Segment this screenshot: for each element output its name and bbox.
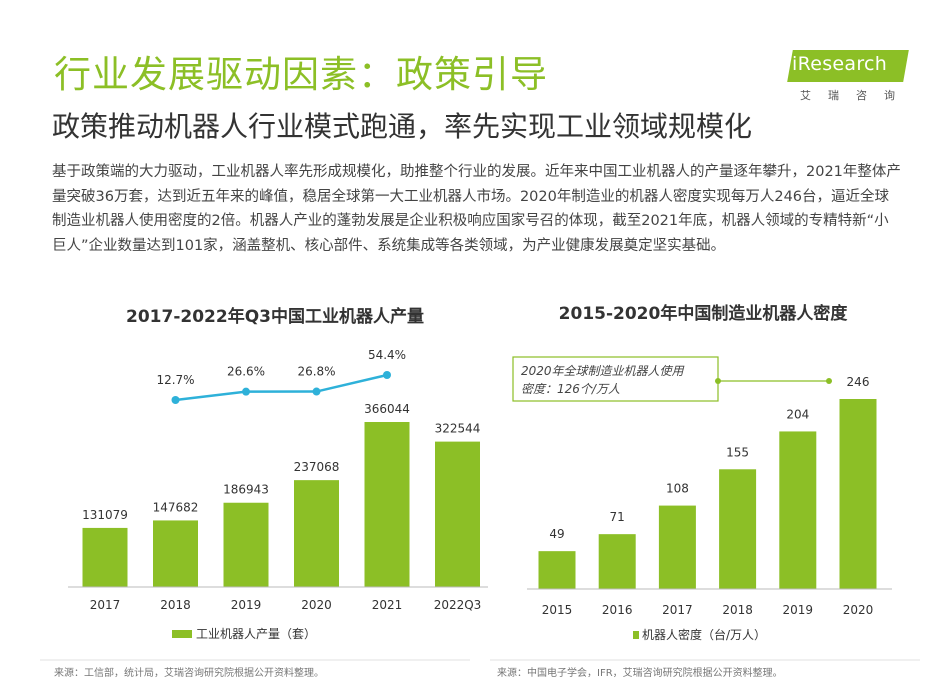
density-x-tick-2016: 2016	[602, 603, 633, 617]
density-value-label-2017: 108	[666, 482, 689, 496]
growth-label-2019: 26.6%	[227, 365, 265, 379]
production-chart-title: 2017-2022年Q3中国工业机器人产量	[126, 306, 424, 327]
production-value-label-2019: 186943	[223, 483, 269, 497]
density-bar-2017	[658, 505, 696, 589]
density-bar-2018	[719, 469, 757, 589]
production-x-tick-2020: 2020	[301, 598, 332, 612]
density-x-tick-2019: 2019	[783, 603, 814, 617]
density-x-tick-2015: 2015	[542, 603, 573, 617]
density-value-label-2019: 204	[786, 407, 809, 421]
density-x-tick-2017: 2017	[662, 603, 693, 617]
production-value-label-2020: 237068	[294, 460, 340, 474]
production-value-label-2022Q3: 322544	[435, 422, 481, 436]
reference-line-start	[715, 378, 721, 384]
production-bar-2019	[223, 502, 269, 587]
density-bar-2015	[538, 551, 576, 589]
production-bar-2021	[364, 422, 410, 587]
production-source: 来源：工信部，统计局，艾瑞咨询研究院根据公开资料整理。	[54, 666, 324, 679]
production-x-tick-2022Q3: 2022Q3	[434, 598, 482, 612]
density-x-tick-2020: 2020	[843, 603, 874, 617]
reference-annotation-line-2: 密度：126个/万人	[521, 382, 620, 396]
growth-point-2021	[383, 371, 391, 379]
density-source: 来源：中国电子学会，IFR，艾瑞咨询研究院根据公开资料整理。	[497, 666, 783, 679]
production-legend-swatch	[172, 630, 192, 638]
reference-annotation-box	[512, 356, 719, 402]
density-chart-title: 2015-2020年中国制造业机器人密度	[559, 303, 849, 324]
page-title: 行业发展驱动因素：政策引导	[54, 53, 548, 96]
production-bar-2022Q3	[435, 441, 480, 587]
growth-point-2019	[242, 387, 250, 396]
growth-label-2018: 12.7%	[156, 373, 194, 387]
density-value-label-2018: 155	[726, 445, 749, 459]
production-legend-label: 工业机器人产量（套）	[196, 627, 316, 641]
production-value-label-2018: 147682	[153, 500, 199, 514]
production-value-label-2017: 131079	[82, 508, 128, 522]
production-x-tick-2019: 2019	[231, 598, 262, 612]
growth-point-2020	[312, 387, 321, 396]
growth-label-2021: 54.4%	[368, 348, 406, 362]
growth-point-2018	[171, 396, 180, 404]
page-subtitle: 政策推动机器人行业模式跑通，率先实现工业领域规模化	[52, 110, 753, 143]
production-bar-2020	[294, 480, 339, 587]
density-chart: 2015-2020年中国制造业机器人密度 49 2015 71 2016 108 2017…	[512, 303, 892, 642]
density-value-label-2016: 71	[610, 510, 625, 524]
production-bar-2018	[153, 520, 198, 587]
density-x-tick-2018: 2018	[722, 603, 753, 617]
reference-line-end	[826, 378, 832, 384]
density-legend-swatch	[633, 631, 639, 639]
growth-rate-line	[175, 373, 388, 402]
density-bar-2016	[598, 534, 636, 589]
production-chart: 2017-2022年Q3中国工业机器人产量 131079 2017 147682 20…	[68, 306, 488, 641]
intro-paragraph: 基于政策端的大力驱动，工业机器人率先形成规模化，助推整个行业的发展。近年来中国工…	[52, 164, 901, 254]
production-bar-2017	[82, 527, 128, 587]
production-x-tick-2017: 2017	[90, 598, 121, 612]
production-value-label-2021: 366044	[364, 402, 410, 416]
logo-subtext: 艾瑞咨询	[800, 89, 912, 102]
production-x-tick-2021: 2021	[372, 598, 403, 612]
density-legend-label: 机器人密度（台/万人）	[642, 627, 766, 642]
iresearch-logo: iResearch 艾瑞咨询	[787, 42, 912, 102]
density-bar-2020	[839, 399, 877, 589]
reference-annotation-line-1: 2020年全球制造业机器人使用	[521, 364, 685, 378]
density-value-label-2020: 246	[847, 375, 870, 389]
density-value-label-2015: 49	[549, 527, 564, 541]
logo-text: iResearch	[792, 53, 888, 75]
density-bar-2019	[779, 431, 817, 589]
growth-label-2020: 26.8%	[297, 365, 335, 379]
production-x-tick-2018: 2018	[160, 598, 191, 612]
